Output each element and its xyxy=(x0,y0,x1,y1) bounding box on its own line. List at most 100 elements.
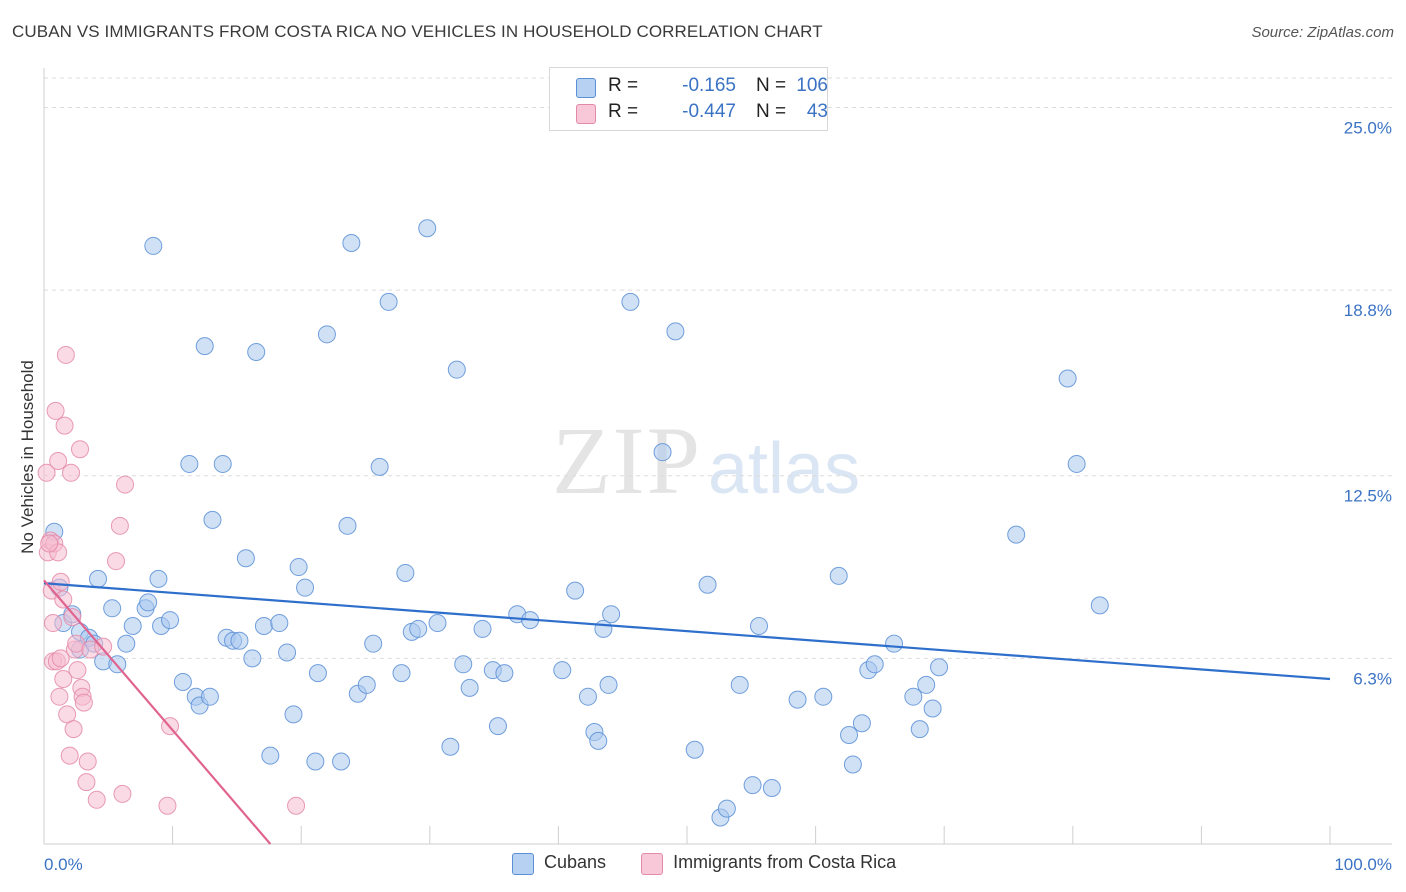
legend-r-label: R = xyxy=(608,101,639,122)
costa-rica-point xyxy=(40,534,59,553)
cuban-point xyxy=(364,634,383,653)
cuban-point xyxy=(441,737,460,756)
y-tick-label: 6.3% xyxy=(1353,669,1392,688)
costa-rica-point xyxy=(113,784,132,803)
legend-swatch-cubans xyxy=(512,853,534,875)
cuban-point xyxy=(904,687,923,706)
legend-item-costa-rica: Immigrants from Costa Rica xyxy=(641,852,897,875)
cuban-point xyxy=(578,687,597,706)
costa-rica-point xyxy=(55,416,74,435)
legend-n-label: N = xyxy=(756,75,787,96)
legend-item-cubans: Cubans xyxy=(512,852,606,875)
cuban-point xyxy=(236,549,255,568)
cuban-trend-line xyxy=(43,582,1331,681)
cuban-point xyxy=(357,675,376,694)
legend-r-label: R = xyxy=(608,75,639,96)
cuban-point xyxy=(460,678,479,697)
cuban-point xyxy=(392,664,411,683)
costa-rica-point xyxy=(78,752,97,771)
cuban-point xyxy=(117,634,136,653)
cuban-point xyxy=(553,661,572,680)
cuban-point xyxy=(829,566,848,585)
cuban-point xyxy=(717,799,736,818)
cuban-point xyxy=(788,690,807,709)
costa-rica-point xyxy=(51,572,70,591)
cuban-point xyxy=(123,616,142,635)
cuban-point xyxy=(317,325,336,344)
cuban-point xyxy=(409,619,428,638)
cuban-point xyxy=(306,752,325,771)
costa-rica-point xyxy=(60,746,79,765)
cuban-point xyxy=(843,755,862,774)
cuban-point xyxy=(428,614,447,633)
y-tick-label: 25.0% xyxy=(1344,118,1392,137)
cuban-point xyxy=(370,457,389,476)
costa-rica-point xyxy=(158,796,177,815)
cuban-point xyxy=(261,746,280,765)
cuban-point xyxy=(161,611,180,630)
cuban-point xyxy=(418,219,437,238)
cuban-point xyxy=(865,655,884,674)
cuban-point xyxy=(685,740,704,759)
cuban-point xyxy=(589,731,608,750)
x-tick-label: 0.0% xyxy=(44,855,83,874)
y-tick-label: 12.5% xyxy=(1344,487,1392,506)
cuban-point xyxy=(396,563,415,582)
cuban-point xyxy=(308,664,327,683)
cuban-point xyxy=(454,655,473,674)
costa-rica-point xyxy=(71,440,90,459)
correlation-legend: R = -0.165 N = 106 R = -0.447 N = 43 xyxy=(549,67,828,131)
cuban-point xyxy=(230,631,249,650)
costa-rica-point xyxy=(54,590,73,609)
cuban-point xyxy=(602,605,621,624)
cuban-point xyxy=(852,714,871,733)
costa-rica-point xyxy=(46,401,65,420)
cuban-point xyxy=(885,634,904,653)
cuban-point xyxy=(814,687,833,706)
costa-rica-point xyxy=(94,637,113,656)
costa-rica-point xyxy=(51,649,70,668)
cuban-point xyxy=(666,322,685,341)
cuban-point xyxy=(923,699,942,718)
costa-rica-point xyxy=(77,773,96,792)
cuban-point xyxy=(1090,596,1109,615)
legend-label-costa-rica: Immigrants from Costa Rica xyxy=(673,852,897,872)
legend-r-value: -0.447 xyxy=(682,101,736,122)
cuban-point xyxy=(1058,369,1077,388)
series-legend: Cubans Immigrants from Costa Rica xyxy=(512,852,926,875)
cuban-point xyxy=(653,443,672,462)
costa-rica-point xyxy=(74,693,93,712)
costa-rica-point xyxy=(68,661,87,680)
cuban-point xyxy=(473,619,492,638)
costa-rica-point xyxy=(44,614,63,633)
source-credit: Source: ZipAtlas.com xyxy=(1251,24,1394,41)
cuban-point xyxy=(332,752,351,771)
y-tick-label: 18.8% xyxy=(1344,301,1392,320)
cuban-point xyxy=(1007,525,1026,544)
cuban-point xyxy=(180,454,199,473)
cuban-point xyxy=(743,776,762,795)
cuban-point xyxy=(144,236,163,255)
costa-rica-point xyxy=(287,796,306,815)
cuban-point xyxy=(730,675,749,694)
costa-rica-point xyxy=(54,670,73,689)
legend-r-value: -0.165 xyxy=(682,75,736,96)
cuban-point xyxy=(495,664,514,683)
costa-rica-point xyxy=(56,345,75,364)
cuban-point xyxy=(342,233,361,252)
costa-rica-point xyxy=(87,790,106,809)
cuban-point xyxy=(247,342,266,361)
cuban-point xyxy=(917,675,936,694)
costa-rica-trend-line xyxy=(43,579,272,845)
cuban-point xyxy=(284,705,303,724)
costa-rica-point xyxy=(107,552,126,571)
cuban-point xyxy=(200,687,219,706)
costa-rica-point xyxy=(62,463,81,482)
cuban-point xyxy=(379,292,398,311)
cuban-point xyxy=(566,581,585,600)
costa-rica-point xyxy=(116,475,135,494)
legend-n-value: 43 xyxy=(806,101,828,122)
cuban-point xyxy=(1067,454,1086,473)
cuban-point xyxy=(243,649,262,668)
